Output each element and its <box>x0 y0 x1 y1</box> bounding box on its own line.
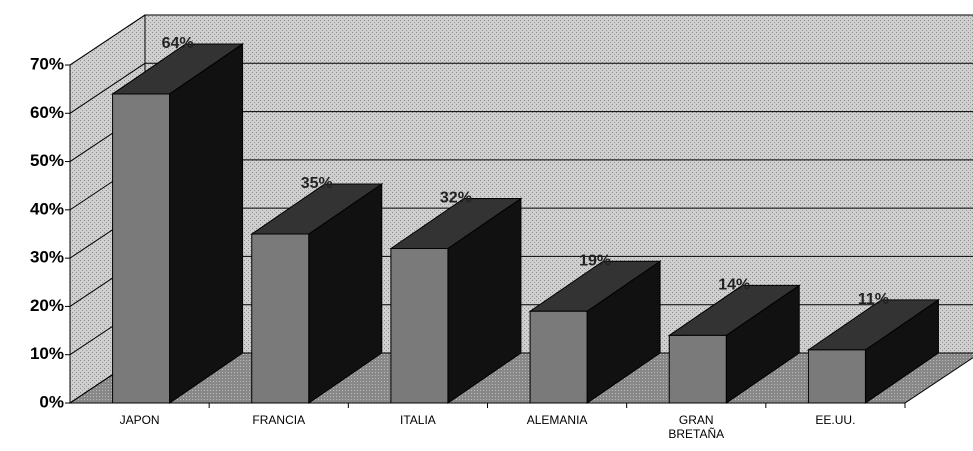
bar <box>390 247 449 404</box>
value-label: 11% <box>858 291 889 308</box>
bar <box>251 233 310 404</box>
grid-line <box>69 62 973 114</box>
x-tick-label: ITALIA <box>400 413 436 427</box>
bar-side <box>169 43 244 404</box>
y-tick-label: 40% <box>30 199 64 218</box>
bar <box>529 310 588 404</box>
value-label: 35% <box>301 175 333 192</box>
y-tick-label: 50% <box>30 151 64 170</box>
value-label: 14% <box>718 277 750 294</box>
x-tick-label: JAPON <box>119 413 160 427</box>
y-tick-label: 0% <box>39 392 64 411</box>
bar <box>668 334 727 404</box>
y-tick-label: 10% <box>30 344 64 363</box>
value-label: 32% <box>440 190 472 207</box>
x-tick-label: ALEMANIA <box>526 413 588 427</box>
y-tick-label: 30% <box>30 248 64 267</box>
value-label: 19% <box>579 252 611 269</box>
bar <box>807 349 866 404</box>
bar <box>112 93 171 404</box>
x-tick-label: FRANCIA <box>252 413 306 427</box>
y-tick-label: 20% <box>30 296 64 315</box>
x-tick-label: GRAN BRETAÑA <box>668 413 725 441</box>
grid-line <box>69 14 973 66</box>
y-tick-label: 60% <box>30 103 64 122</box>
x-tick-label: EE.UU. <box>815 413 856 427</box>
y-tick-label: 70% <box>30 54 64 73</box>
value-label: 64% <box>162 35 194 52</box>
